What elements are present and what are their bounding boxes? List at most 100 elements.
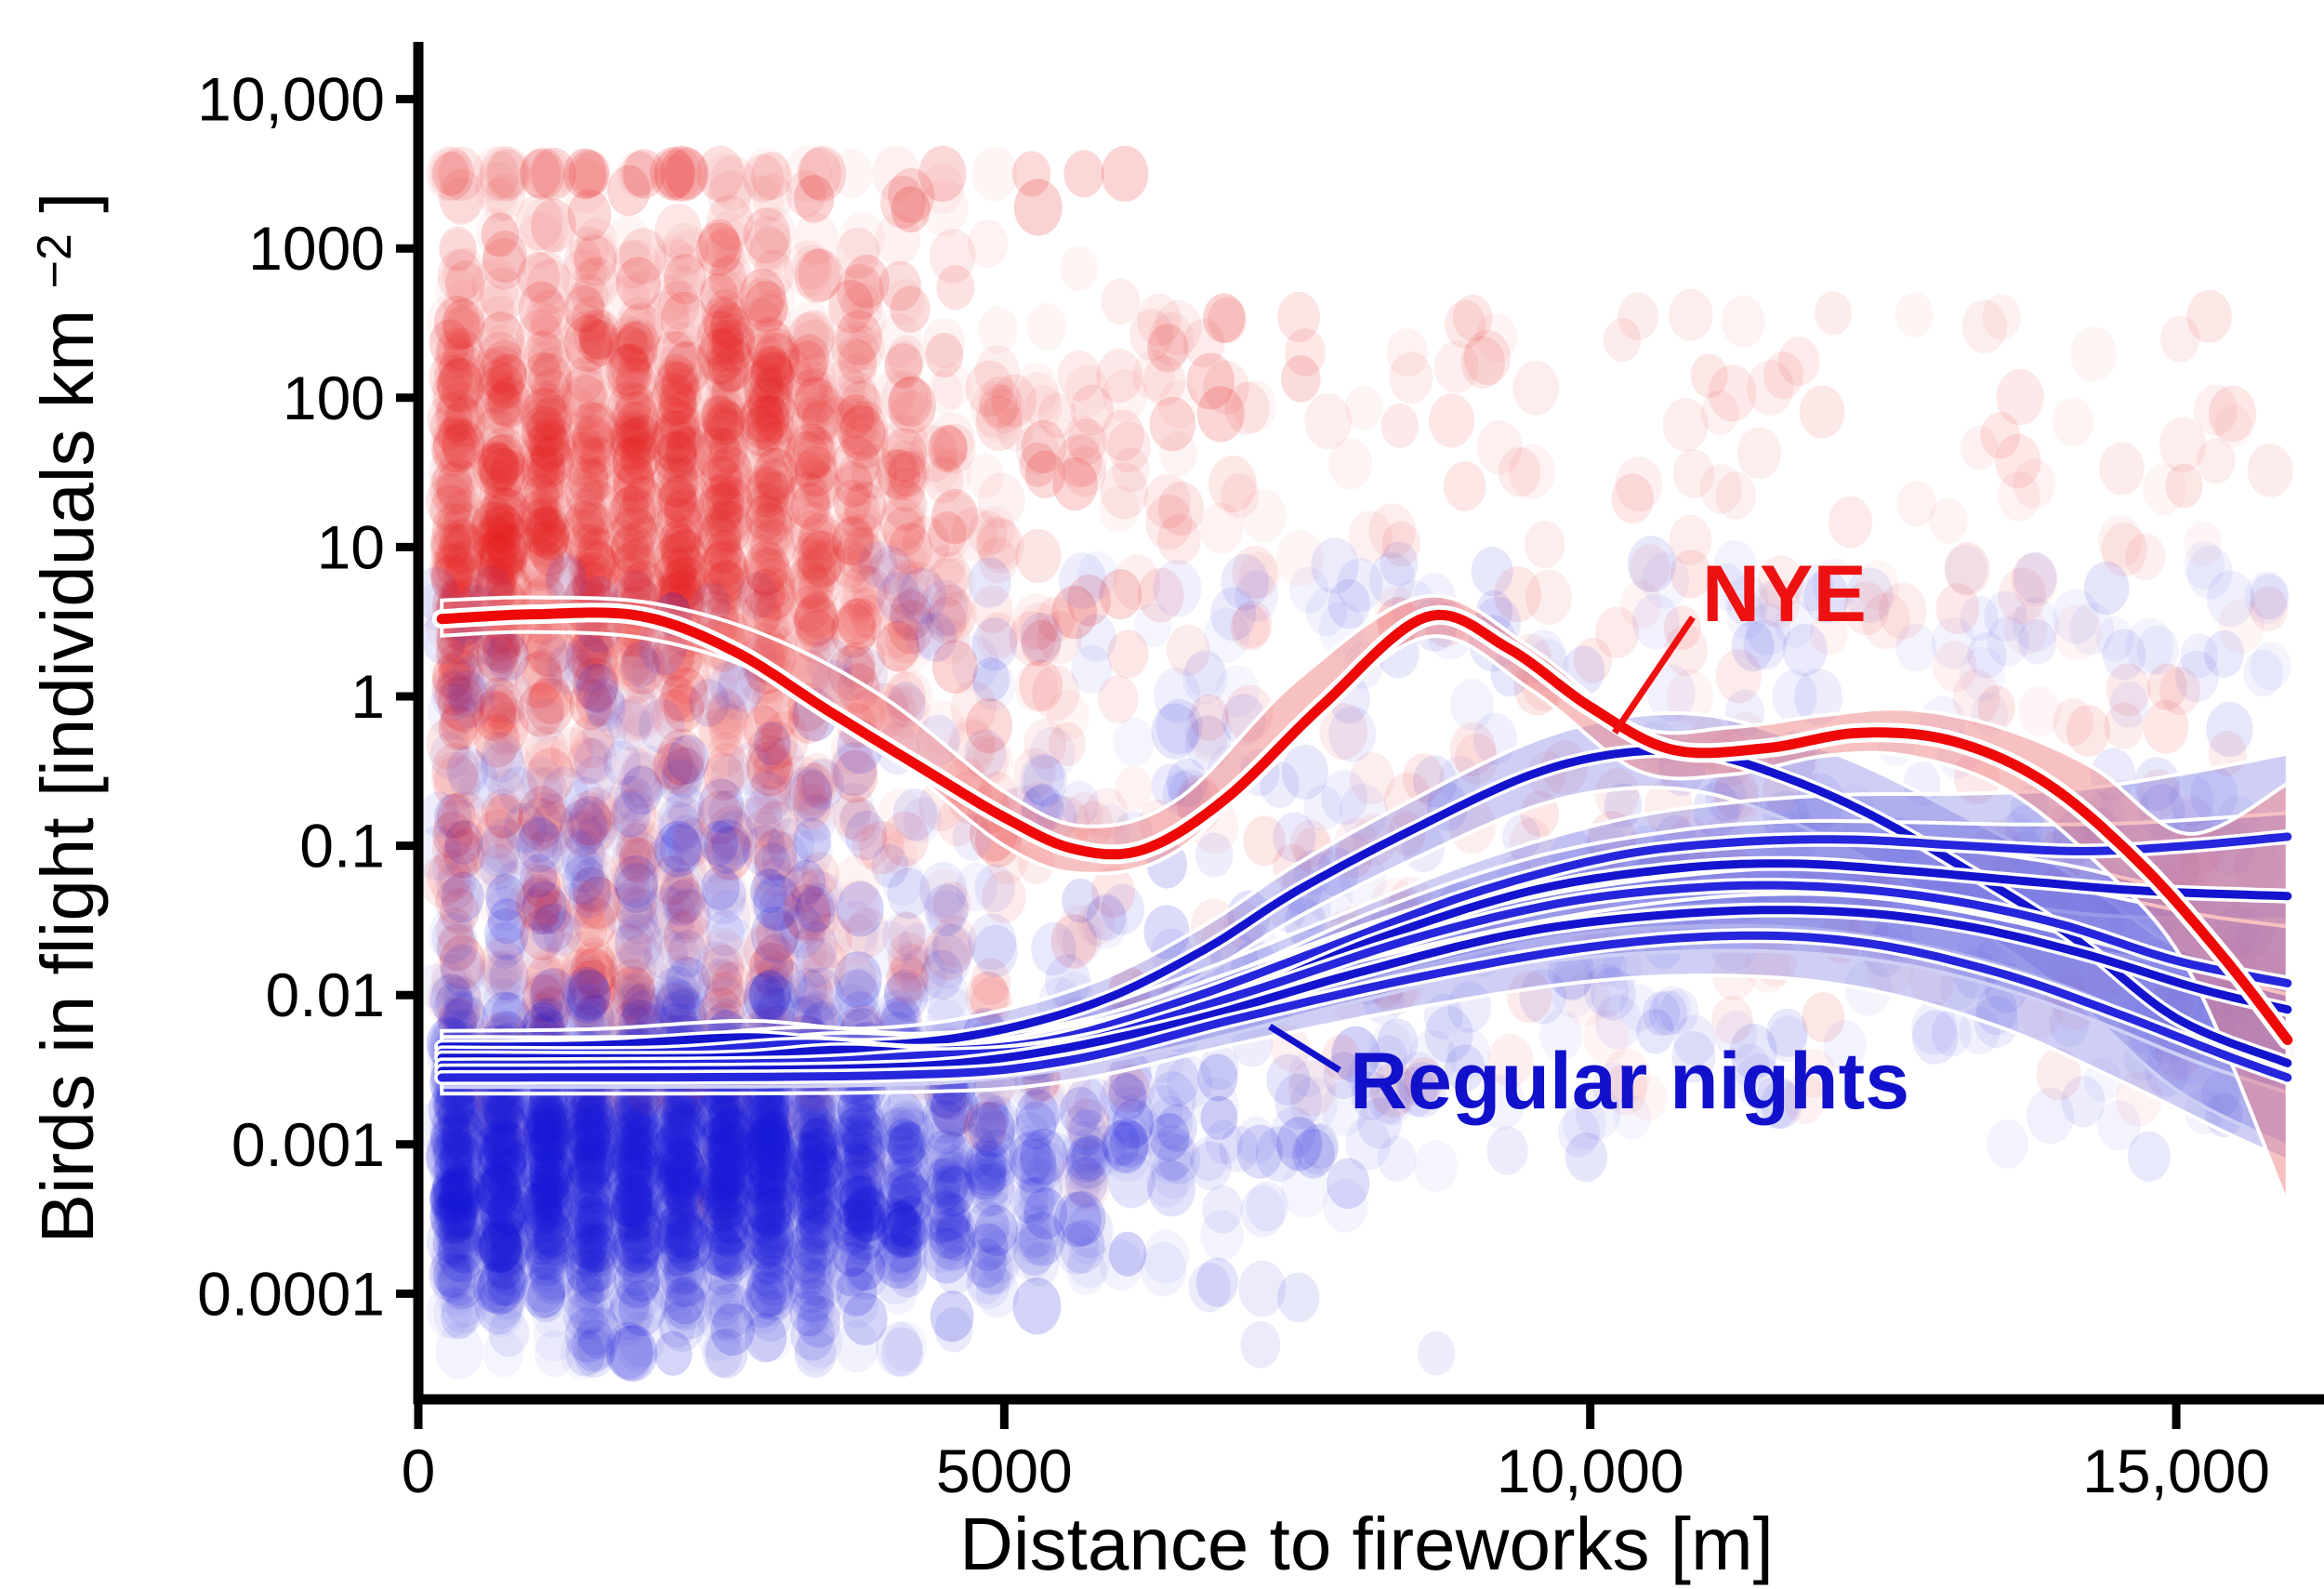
scatter-point <box>1054 1222 1100 1276</box>
scatter-point <box>1029 726 1076 782</box>
scatter-point <box>528 1150 569 1198</box>
scatter-point <box>870 546 912 595</box>
scatter-point <box>871 843 909 888</box>
scatter-point <box>437 1226 485 1283</box>
scatter-point <box>516 878 561 932</box>
scatter-point <box>481 508 519 553</box>
scatter-point <box>572 458 612 506</box>
scatter-point <box>441 947 482 996</box>
scatter-point <box>984 384 1026 434</box>
scatter-point <box>533 1103 574 1151</box>
scatter-point <box>696 1308 742 1361</box>
scatter-point <box>497 766 538 814</box>
scatter-point <box>472 1092 515 1143</box>
scatter-point <box>2127 1131 2171 1182</box>
scatter-point <box>1662 398 1709 452</box>
scatter-point <box>441 1107 483 1158</box>
scatter-point <box>476 1143 517 1191</box>
scatter-point <box>519 535 564 589</box>
scatter-point <box>767 817 814 873</box>
scatter-point <box>444 820 483 865</box>
scatter-point <box>517 1133 562 1187</box>
scatter-point <box>524 510 567 560</box>
scatter-point <box>441 418 485 470</box>
scatter-point <box>430 1174 469 1220</box>
scatter-point <box>480 447 526 502</box>
scatter-point <box>2214 404 2252 448</box>
scatter-point <box>480 502 523 554</box>
scatter-point <box>532 1151 575 1203</box>
scatter-point <box>551 828 597 881</box>
scatter-point <box>431 1166 475 1216</box>
scatter-point <box>526 1235 575 1292</box>
scatter-point <box>573 657 619 712</box>
scatter-point <box>531 903 574 953</box>
scatter-point <box>525 1178 563 1223</box>
scatter-point <box>479 1216 522 1267</box>
scatter-point <box>477 966 525 1024</box>
scatter-point <box>533 535 573 581</box>
scatter-point <box>525 520 568 570</box>
scatter-point <box>470 1087 519 1144</box>
scatter-point <box>1984 590 2027 642</box>
scatter-point <box>484 793 523 839</box>
scatter-point <box>442 1154 484 1204</box>
scatter-point <box>488 1213 528 1260</box>
scatter-point <box>426 146 473 202</box>
scatter-point <box>426 1132 472 1186</box>
scatter-point <box>951 507 997 562</box>
scatter-point <box>484 1152 530 1205</box>
scatter-point <box>484 354 531 409</box>
scatter-point <box>526 678 574 735</box>
scatter-point <box>481 1209 520 1254</box>
scatter-point <box>478 518 520 567</box>
scatter-point <box>432 811 473 859</box>
scatter-point <box>439 519 487 576</box>
scatter-point <box>428 682 476 740</box>
scatter-point <box>477 366 517 414</box>
scatter-point <box>479 1102 519 1149</box>
scatter-point <box>482 1160 522 1209</box>
scatter-point <box>471 645 520 703</box>
scatter-point <box>470 543 520 600</box>
scatter-point <box>435 1187 479 1238</box>
scatter-point <box>488 1121 532 1173</box>
scatter-point <box>436 827 482 880</box>
scatter-point <box>434 671 472 717</box>
scatter-point <box>528 148 572 199</box>
scatter-point <box>470 501 517 555</box>
scatter-point <box>434 793 472 839</box>
scatter-point <box>527 660 569 709</box>
scatter-point <box>489 353 527 399</box>
scatter-point <box>1700 390 1739 435</box>
scatter-point <box>518 786 567 843</box>
scatter-point <box>2069 602 2115 655</box>
scatter-point <box>444 1159 487 1210</box>
scatter-point <box>1603 317 1642 363</box>
scatter-point <box>925 370 963 415</box>
scatter-point <box>436 470 476 516</box>
scatter-point <box>429 462 473 515</box>
scatter-point <box>1060 245 1099 292</box>
scatter-point <box>1648 990 1687 1036</box>
scatter-point <box>442 330 485 379</box>
scatter-point <box>530 967 577 1023</box>
scatter-point <box>638 698 685 754</box>
scatter-point <box>436 473 477 522</box>
scatter-point <box>434 542 475 589</box>
scatter-point <box>522 1129 565 1181</box>
scatter-point <box>968 557 1011 608</box>
scatter-point <box>523 1087 572 1143</box>
scatter-point <box>474 1162 517 1212</box>
scatter-point <box>432 1126 474 1175</box>
scatter-point <box>571 630 619 687</box>
scatter-point <box>434 333 475 380</box>
scatter-point <box>531 1096 571 1143</box>
scatter-point <box>561 365 607 419</box>
scatter-point <box>444 1142 482 1187</box>
scatter-point <box>578 309 621 360</box>
scatter-point <box>440 1119 486 1173</box>
scatter-point <box>521 488 561 536</box>
scatter-point <box>656 377 698 426</box>
